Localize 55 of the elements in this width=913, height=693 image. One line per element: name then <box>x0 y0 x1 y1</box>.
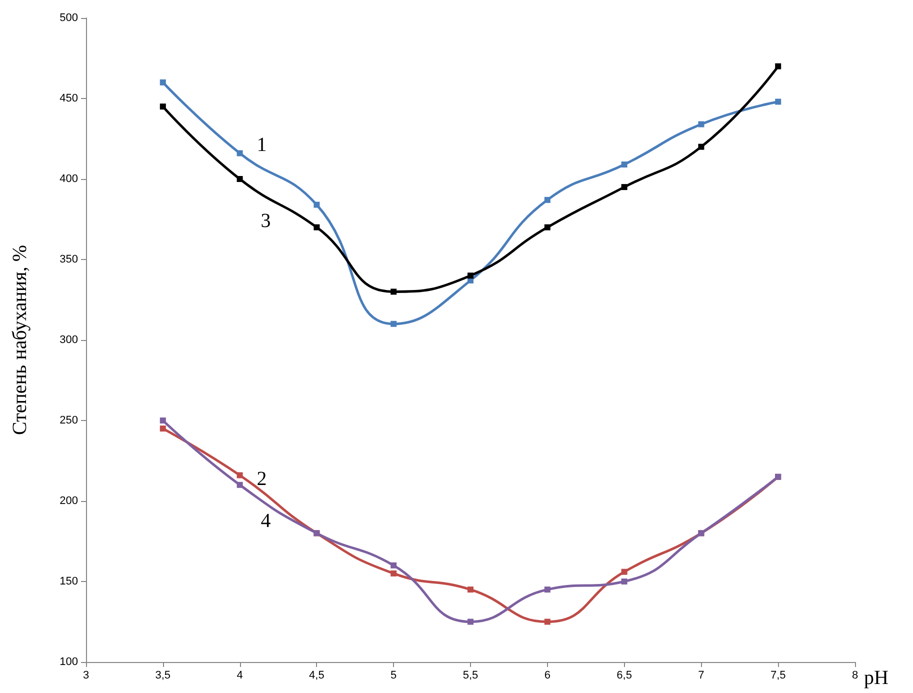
point <box>236 472 243 478</box>
point <box>544 586 550 593</box>
point <box>160 104 166 110</box>
y-tick-label: 300 <box>60 334 78 346</box>
x-tick-label: 4,5 <box>309 670 324 682</box>
y-tick-label: 100 <box>60 656 78 668</box>
x-tick-label: 3,5 <box>155 670 171 682</box>
point <box>621 568 628 575</box>
point <box>468 586 474 593</box>
point <box>468 618 474 625</box>
x-tick-label: 6 <box>544 670 550 682</box>
point <box>390 320 397 327</box>
point <box>160 426 166 432</box>
y-tick-label: 200 <box>60 495 78 507</box>
series-label: 2 <box>256 468 267 490</box>
y-tick-label: 250 <box>60 414 78 426</box>
point <box>544 196 550 203</box>
x-tick-label: 4 <box>236 670 243 682</box>
point <box>698 121 704 128</box>
x-tick-label: 3 <box>82 670 90 682</box>
point <box>236 482 243 488</box>
series-label: 3 <box>260 210 271 232</box>
point <box>160 418 166 424</box>
point <box>698 144 704 150</box>
point <box>390 562 397 568</box>
point <box>621 578 628 584</box>
y-tick-label: 400 <box>60 173 78 185</box>
point <box>236 176 243 182</box>
point <box>621 184 628 190</box>
y-tick-label: 350 <box>60 254 78 266</box>
y-axis-title: Степень набухания, % <box>9 245 31 435</box>
point <box>775 63 782 70</box>
x-tick-label: 5 <box>390 670 397 682</box>
point <box>621 162 628 168</box>
series-label: 4 <box>260 510 271 532</box>
y-tick-label: 500 <box>60 12 78 24</box>
y-tick-label: 150 <box>60 576 78 588</box>
point <box>160 79 166 86</box>
x-tick-label: 6,5 <box>616 670 632 682</box>
y-tick-label: 450 <box>60 92 78 104</box>
point <box>544 224 550 230</box>
point <box>544 618 550 625</box>
point <box>390 570 397 576</box>
point <box>236 150 243 156</box>
series-label: 1 <box>256 134 267 156</box>
x-tick-label: 7 <box>698 670 704 682</box>
x-tick-label: 7,5 <box>770 670 786 682</box>
point <box>314 224 320 230</box>
x-axis-title: pH <box>864 667 888 689</box>
point <box>390 288 397 295</box>
point <box>775 98 782 105</box>
x-tick-label: 8 <box>852 670 858 682</box>
point <box>468 272 474 279</box>
x-tick-label: 5,5 <box>462 670 478 682</box>
point <box>314 202 320 208</box>
